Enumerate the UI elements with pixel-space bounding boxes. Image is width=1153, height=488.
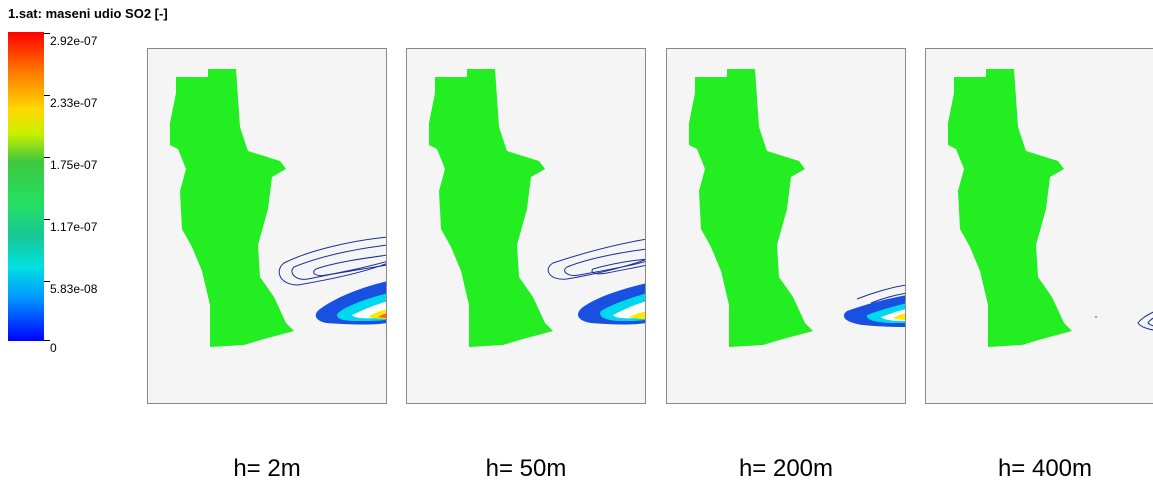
- colorbar-label-5: 5.83e-08: [50, 282, 98, 296]
- plume-contours-upper: [278, 236, 386, 286]
- map-svg: [170, 69, 386, 347]
- plume-contours-upper: [547, 238, 645, 280]
- stray-point: [1095, 316, 1097, 318]
- land-shape: [429, 69, 553, 347]
- map-svg: [689, 69, 905, 347]
- plume-contours-upper: [856, 284, 905, 304]
- colorbar-label-2: 2.33e-07: [50, 96, 98, 110]
- legend-title: 1.sat: maseni udio SO2 [-]: [8, 6, 168, 21]
- map-panel-h200: [666, 48, 906, 404]
- land-shape: [948, 69, 1072, 347]
- colorbar-label-4: 1.17e-07: [50, 220, 98, 234]
- map-svg: [429, 69, 645, 347]
- colorbar-tick: [44, 33, 50, 34]
- panel-caption: h= 200m: [738, 455, 834, 482]
- colorbar-label-max: 2.92e-07: [50, 34, 98, 48]
- colorbar-label-3: 1.75e-07: [50, 158, 98, 172]
- panel-caption: h= 400m: [997, 455, 1093, 482]
- map-svg: [948, 69, 1153, 347]
- colorbar-label-min: 0: [50, 341, 57, 355]
- colorbar-tick: [44, 340, 50, 341]
- colorbar-tick: [44, 95, 50, 96]
- map-panel-h50: [406, 48, 646, 404]
- map-panel-h400: [925, 48, 1153, 404]
- colorbar-tick: [44, 157, 50, 158]
- colorbar-tick: [44, 281, 50, 282]
- land-shape: [689, 69, 813, 347]
- plume-contours: [1137, 311, 1153, 331]
- colorbar: [8, 32, 44, 341]
- land-shape: [170, 69, 294, 347]
- panel-caption: h= 50m: [485, 455, 567, 482]
- panel-caption: h= 2m: [233, 455, 301, 482]
- map-panel-h2: [147, 48, 387, 404]
- colorbar-tick: [44, 219, 50, 220]
